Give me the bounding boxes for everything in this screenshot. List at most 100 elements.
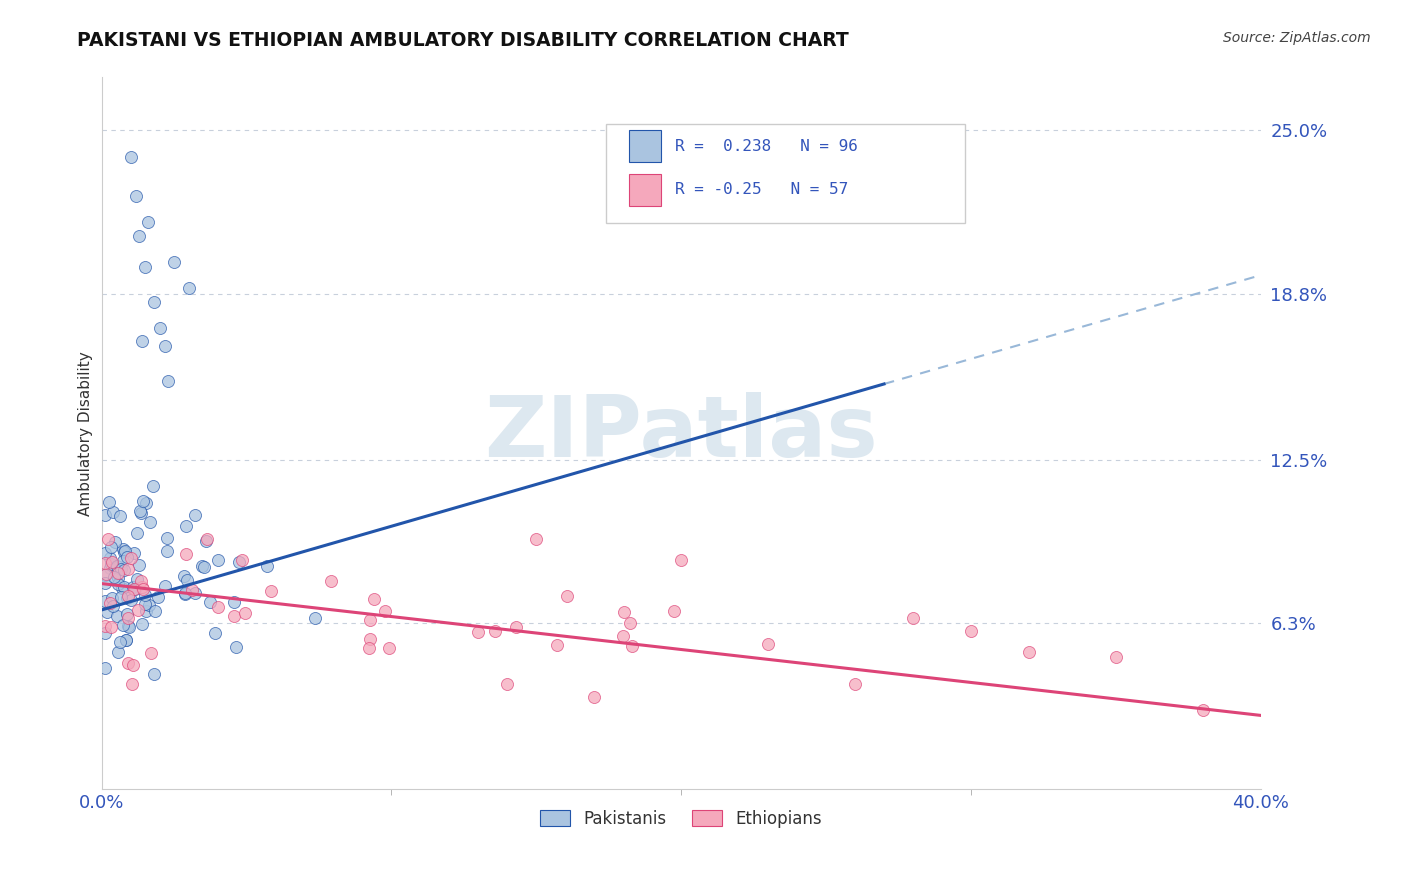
Y-axis label: Ambulatory Disability: Ambulatory Disability bbox=[79, 351, 93, 516]
Point bbox=[120, 149, 142, 163]
Point bbox=[117, 562, 139, 576]
Point bbox=[157, 374, 180, 388]
Point bbox=[108, 508, 131, 523]
Point bbox=[134, 260, 156, 275]
Point bbox=[153, 579, 176, 593]
Point bbox=[93, 619, 115, 633]
Point bbox=[122, 545, 145, 559]
Point bbox=[198, 595, 221, 609]
Point bbox=[207, 553, 229, 567]
Point bbox=[121, 658, 143, 673]
Point bbox=[176, 547, 198, 561]
Point bbox=[129, 574, 152, 588]
Point bbox=[128, 228, 150, 243]
Point bbox=[138, 599, 160, 613]
Point bbox=[193, 559, 215, 574]
Point bbox=[101, 555, 124, 569]
Point bbox=[111, 617, 134, 632]
Point bbox=[183, 586, 205, 600]
Point bbox=[207, 599, 229, 614]
Point bbox=[256, 559, 278, 574]
Point bbox=[228, 555, 250, 569]
Point bbox=[155, 339, 177, 353]
Point bbox=[195, 532, 218, 546]
Point bbox=[97, 532, 120, 546]
Point bbox=[111, 541, 134, 556]
Point bbox=[112, 580, 135, 594]
Point bbox=[107, 571, 129, 585]
Point bbox=[583, 690, 606, 704]
Point bbox=[117, 611, 139, 625]
Point bbox=[93, 568, 115, 582]
Point bbox=[359, 632, 381, 646]
Point bbox=[163, 255, 186, 269]
Text: R = -0.25   N = 57: R = -0.25 N = 57 bbox=[675, 182, 849, 197]
Point bbox=[114, 632, 136, 647]
Point bbox=[107, 577, 129, 591]
Point bbox=[177, 281, 200, 295]
Point bbox=[139, 646, 162, 660]
Point bbox=[901, 611, 924, 625]
Point bbox=[669, 553, 692, 567]
Point bbox=[97, 495, 120, 509]
FancyBboxPatch shape bbox=[628, 174, 661, 206]
Point bbox=[125, 572, 148, 586]
Point bbox=[114, 633, 136, 648]
Point bbox=[112, 545, 135, 559]
Point bbox=[378, 641, 401, 656]
Point bbox=[359, 641, 381, 656]
Point bbox=[98, 550, 121, 565]
Point bbox=[191, 559, 214, 574]
Point bbox=[555, 589, 578, 603]
Point bbox=[143, 604, 166, 618]
Point bbox=[174, 587, 197, 601]
Point bbox=[107, 645, 129, 659]
Point bbox=[231, 553, 253, 567]
Point bbox=[484, 624, 506, 638]
Point bbox=[756, 637, 779, 651]
Point bbox=[131, 580, 153, 594]
Point bbox=[505, 619, 527, 633]
Point bbox=[118, 620, 141, 634]
Point bbox=[174, 518, 197, 533]
Point bbox=[117, 549, 139, 564]
FancyBboxPatch shape bbox=[606, 124, 965, 223]
Point bbox=[110, 591, 132, 605]
Point bbox=[100, 540, 122, 554]
Point bbox=[148, 321, 170, 335]
Point bbox=[135, 496, 157, 510]
Point bbox=[374, 603, 396, 617]
Point bbox=[98, 561, 121, 575]
Point bbox=[496, 677, 519, 691]
Point bbox=[104, 535, 127, 549]
Point bbox=[173, 569, 195, 583]
Point bbox=[129, 506, 152, 520]
Point bbox=[134, 588, 156, 602]
Point bbox=[184, 508, 207, 523]
Point bbox=[117, 589, 139, 603]
Point bbox=[117, 591, 139, 605]
Point bbox=[612, 629, 634, 643]
Point bbox=[467, 625, 489, 640]
Point bbox=[363, 591, 385, 606]
Text: ZIPatlas: ZIPatlas bbox=[484, 392, 879, 475]
Point bbox=[117, 607, 139, 622]
Point bbox=[136, 215, 159, 229]
Point bbox=[93, 626, 115, 640]
Point bbox=[93, 661, 115, 675]
Point bbox=[120, 592, 142, 607]
Point bbox=[107, 566, 129, 580]
Point bbox=[94, 575, 117, 590]
Point bbox=[127, 603, 149, 617]
Point bbox=[129, 504, 152, 518]
Point bbox=[225, 640, 247, 654]
Point bbox=[111, 553, 134, 567]
Point bbox=[120, 550, 142, 565]
Point bbox=[260, 583, 283, 598]
Point bbox=[1018, 645, 1040, 659]
Point bbox=[131, 334, 153, 348]
Point bbox=[132, 582, 155, 596]
Point bbox=[114, 544, 136, 558]
Point bbox=[156, 544, 179, 558]
Point bbox=[96, 567, 118, 582]
